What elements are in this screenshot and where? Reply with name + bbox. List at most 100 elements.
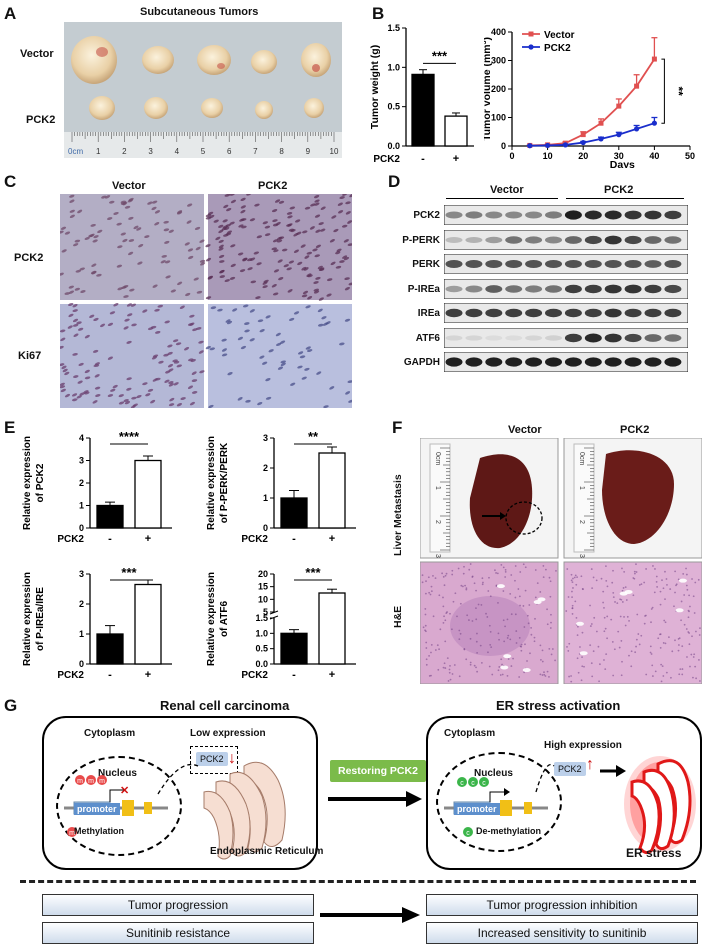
ihc-nucleus [158, 360, 164, 364]
ihc-nucleus [283, 264, 289, 268]
he-nucleus [592, 576, 595, 579]
he-nucleus [476, 632, 478, 635]
he-nucleus [571, 613, 574, 615]
ihc-nucleus [299, 355, 306, 359]
blot-label-perk: PERK [412, 259, 440, 270]
weight-xtick-plus: + [453, 153, 459, 165]
he-nucleus [677, 638, 680, 640]
he-nucleus [530, 633, 533, 636]
e-ytick-label: 3 [79, 569, 84, 579]
he-nucleus [425, 592, 427, 595]
he-nucleus [451, 573, 454, 576]
ihc-nucleus [189, 314, 195, 318]
ihc-nucleus [239, 218, 245, 222]
e-ytick-label: 2 [79, 478, 84, 488]
he-nucleus [488, 576, 490, 579]
blot-group-vector: Vector [490, 184, 524, 196]
volume-point [545, 142, 551, 149]
he-nucleus [685, 573, 688, 576]
blot-band [545, 334, 562, 341]
blot-band [545, 357, 562, 367]
ihc-nucleus [137, 261, 143, 265]
chart-e2: Relative expression of P-PERK/PERK 0 1 2 3 ** P… [206, 429, 356, 545]
he-nucleus [612, 591, 615, 594]
he-nucleus [591, 675, 594, 678]
he-nucleus [482, 581, 484, 584]
blot-band [545, 211, 562, 219]
blot-band [505, 259, 523, 269]
ihc-nucleus [92, 239, 98, 243]
he-nucleus [490, 646, 493, 649]
he-nucleus [689, 605, 691, 608]
he-nucleus [621, 660, 623, 663]
ihc-nucleus [120, 232, 126, 236]
he-nucleus [612, 569, 614, 572]
blot-band [465, 334, 483, 341]
he-nucleus [456, 615, 458, 618]
ihc-nucleus [254, 203, 260, 207]
he-nucleus [695, 677, 698, 680]
row-label-vector: Vector [20, 48, 54, 60]
ihc-nucleus [302, 290, 309, 295]
he-nucleus [595, 579, 598, 582]
ihc-nucleus [315, 229, 321, 233]
blot-band [485, 211, 503, 219]
he-nucleus [678, 644, 680, 646]
ihc-nucleus [265, 378, 271, 382]
weight-ytick-label: 0.5 [387, 102, 400, 112]
he-nucleus [520, 643, 523, 646]
blot-band [624, 210, 642, 220]
he-nucleus [571, 581, 574, 584]
he-nucleus [688, 643, 691, 646]
ihc-nucleus [60, 385, 66, 389]
ihc-nucleus [297, 365, 303, 369]
e-ytick-label: 3 [79, 456, 84, 466]
ihc-nucleus [136, 227, 142, 231]
weight-bar [444, 115, 468, 147]
he-nucleus [432, 574, 434, 577]
ihc-nucleus [273, 249, 279, 253]
e-ytick-label: 20 [258, 569, 268, 579]
e-ylabel-2: of PCK2 [35, 463, 46, 502]
ihc-nucleus [347, 220, 352, 224]
ihc-nucleus [246, 194, 252, 196]
ihc-nucleus [339, 196, 345, 199]
tumor-vector-1 [71, 36, 117, 84]
ihc-nucleus [333, 228, 339, 233]
ihc-nucleus [79, 267, 85, 271]
legend-label: Vector [544, 30, 575, 41]
ihc-nucleus [256, 235, 263, 239]
he-nucleus [636, 613, 639, 616]
ihc-nucleus [173, 382, 179, 386]
ihc-nucleus [272, 219, 278, 223]
restoring-pck2-label: Restoring PCK2 [330, 760, 426, 782]
svg-text:c: c [482, 780, 486, 787]
he-nucleus [682, 573, 685, 575]
ihc-nucleus [96, 273, 102, 277]
ihc-nucleus [185, 292, 191, 297]
exon-left-2 [144, 802, 152, 814]
he-nucleus [663, 619, 666, 622]
g-er-label: Endoplasmic Reticulum [210, 846, 324, 857]
blot-band [505, 235, 523, 244]
tumor-pck2-4 [255, 101, 273, 119]
ihc-nucleus [305, 305, 311, 309]
tumor-photo: 0cm 1 2 3 4 5 6 7 8 9 10 [64, 22, 342, 158]
ihc-nucleus [127, 313, 133, 317]
ihc-nucleus [61, 249, 67, 253]
ihc-nucleus [76, 321, 82, 325]
ruler-number: 1 [96, 147, 101, 156]
ihc-nucleus [73, 375, 79, 379]
g-left-cell [42, 716, 318, 870]
he-nucleus [450, 628, 453, 631]
ihc-nucleus [280, 360, 286, 364]
he-nucleus [681, 668, 684, 670]
ihc-nucleus [71, 393, 78, 397]
he-nucleus [654, 670, 657, 673]
blot-band [445, 357, 463, 367]
ihc-nucleus [274, 199, 281, 203]
volume-point [634, 126, 640, 132]
volume-xtick-label: 50 [685, 151, 695, 161]
blot-band [525, 357, 543, 367]
e-ytick-label: 2 [79, 599, 84, 609]
